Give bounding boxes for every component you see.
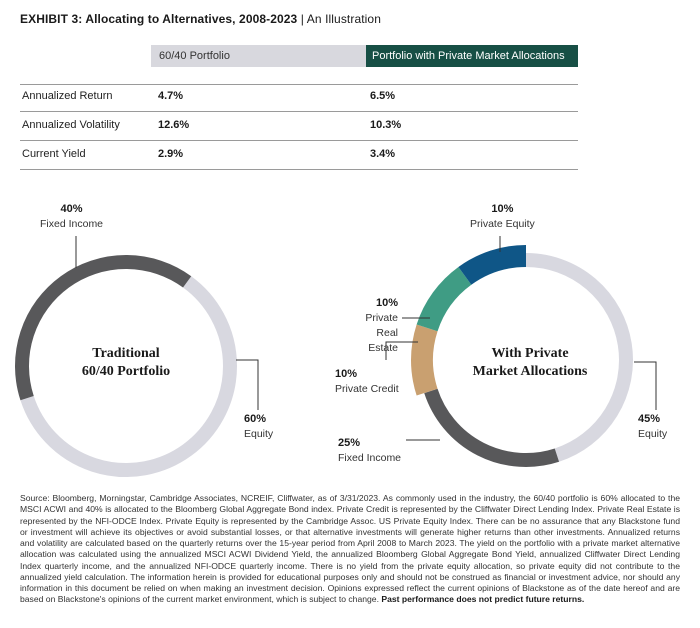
table-header-private: Portfolio with Private Market Allocation… xyxy=(366,45,578,67)
name-private-credit: Private Credit xyxy=(335,383,399,395)
slice-equity xyxy=(525,253,633,462)
row-value-volatility-private: 10.3% xyxy=(370,119,402,131)
name-private-real-estate-1: Private xyxy=(365,312,398,324)
pct-private-real-estate: 10% xyxy=(375,297,398,309)
slice-private-real-estate xyxy=(416,266,472,332)
slice-fixed-income xyxy=(424,388,560,467)
exhibit-title-suffix: | An Illustration xyxy=(300,12,381,26)
name-equity-private: Equity xyxy=(638,428,668,440)
table-divider xyxy=(20,111,578,112)
row-value-yield-6040: 2.9% xyxy=(158,148,184,160)
row-label-return: Annualized Return xyxy=(22,90,113,102)
table-divider xyxy=(20,169,578,170)
name-fixed-income-private: Fixed Income xyxy=(338,452,402,464)
donut-charts xyxy=(15,236,657,477)
leader-line-equity-2 xyxy=(634,361,657,410)
row-label-volatility: Annualized Volatility xyxy=(22,119,120,131)
label-private-equity: 10% Private Equity xyxy=(470,202,535,232)
center-line-1: Traditional xyxy=(92,346,160,361)
donut-private-markets xyxy=(411,245,633,467)
slice-private-credit xyxy=(411,324,438,396)
pct-fixed-income-private: 25% xyxy=(338,437,361,449)
pct-equity-traditional: 60% xyxy=(244,413,267,425)
source-footnote: Source: Bloomberg, Morningstar, Cambridg… xyxy=(20,493,680,606)
row-label-yield: Current Yield xyxy=(22,148,86,160)
label-fixed-income-traditional: 40% Fixed Income xyxy=(40,202,103,232)
pct-fixed-income-traditional: 40% xyxy=(60,203,83,215)
slice-fixed-income xyxy=(15,255,192,401)
table-header-6040: 60/40 Portfolio xyxy=(151,45,366,67)
label-equity-private: 45% Equity xyxy=(638,412,667,442)
slice-equity xyxy=(20,276,237,477)
exhibit-title-main: EXHIBIT 3: Allocating to Alternatives, 2… xyxy=(20,12,298,26)
label-private-credit: 10% Private Credit xyxy=(335,367,399,397)
name-private-equity: Private Equity xyxy=(470,218,535,230)
name-fixed-income-traditional: Fixed Income xyxy=(40,218,104,230)
leader-line-equity-1 xyxy=(236,359,259,410)
donut-traditional xyxy=(15,255,237,477)
row-value-volatility-6040: 12.6% xyxy=(158,119,190,131)
table-divider xyxy=(20,84,578,85)
center-line-1: With Private xyxy=(491,346,569,361)
center-line-2: Market Allocations xyxy=(472,364,588,379)
row-value-yield-private: 3.4% xyxy=(370,148,396,160)
row-value-return-6040: 4.7% xyxy=(158,90,184,102)
name-equity-traditional: Equity xyxy=(244,428,274,440)
center-line-2: 60/40 Portfolio xyxy=(81,364,171,379)
pct-private-equity: 10% xyxy=(491,203,514,215)
source-bold-disclaimer: Past performance does not predict future… xyxy=(381,594,585,605)
pct-equity-private: 45% xyxy=(638,413,661,425)
slice-private-equity xyxy=(458,245,527,285)
row-value-return-private: 6.5% xyxy=(370,90,396,102)
source-text: Source: Bloomberg, Morningstar, Cambridg… xyxy=(20,493,680,605)
label-private-real-estate: 10% Private Real Estate xyxy=(350,296,398,356)
exhibit-title: EXHIBIT 3: Allocating to Alternatives, 2… xyxy=(20,12,381,26)
donut-center-title-private: With Private Market Allocations xyxy=(455,345,605,381)
leader-line-private-credit xyxy=(385,341,418,360)
pct-private-credit: 10% xyxy=(335,368,358,380)
table-divider xyxy=(20,140,578,141)
donut-center-title-traditional: Traditional 60/40 Portfolio xyxy=(74,345,178,381)
name-private-real-estate-2: Real Estate xyxy=(368,327,398,354)
label-equity-traditional: 60% Equity xyxy=(244,412,273,442)
label-fixed-income-private: 25% Fixed Income xyxy=(338,436,401,466)
